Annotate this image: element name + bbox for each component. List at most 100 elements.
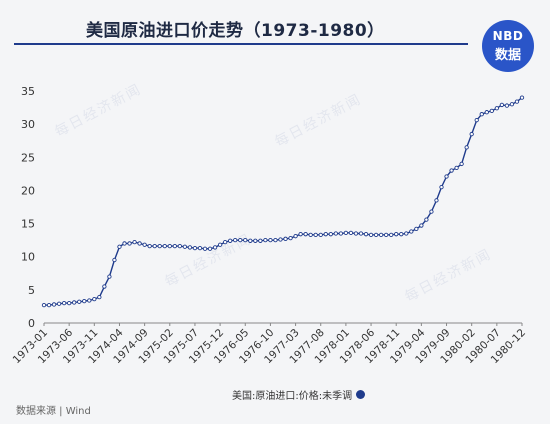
data-point[interactable]	[394, 232, 399, 237]
data-point[interactable]	[328, 232, 333, 237]
data-point[interactable]	[484, 110, 489, 115]
data-point[interactable]	[399, 232, 404, 237]
data-point[interactable]	[308, 232, 313, 237]
data-point[interactable]	[82, 298, 87, 304]
logo-text-nbd: NBD	[492, 29, 524, 43]
data-point[interactable]	[409, 229, 414, 234]
data-point[interactable]	[192, 245, 198, 251]
data-point[interactable]	[509, 102, 515, 107]
data-point[interactable]	[217, 242, 223, 247]
data-point[interactable]	[444, 174, 449, 179]
data-point[interactable]	[434, 198, 439, 203]
data-point[interactable]	[454, 165, 459, 171]
data-point[interactable]	[333, 231, 338, 236]
data-point[interactable]	[494, 106, 499, 111]
data-point[interactable]	[373, 232, 379, 237]
data-point[interactable]	[233, 237, 238, 243]
data-point[interactable]	[378, 232, 384, 237]
data-point[interactable]	[243, 237, 248, 243]
data-point[interactable]	[389, 232, 394, 237]
data-point[interactable]	[253, 238, 258, 243]
data-point[interactable]	[172, 243, 177, 249]
data-point[interactable]	[97, 294, 102, 300]
data-point[interactable]	[303, 232, 308, 237]
data-point[interactable]	[283, 236, 288, 241]
data-point[interactable]	[92, 296, 97, 302]
data-point[interactable]	[51, 302, 57, 307]
data-point[interactable]	[107, 274, 112, 279]
data-point[interactable]	[459, 161, 464, 167]
data-point[interactable]	[499, 102, 505, 108]
data-point[interactable]	[162, 243, 167, 249]
data-point[interactable]	[293, 234, 298, 239]
legend-label: 美国:原油进口:价格:未季调	[232, 391, 353, 402]
data-point[interactable]	[474, 118, 479, 123]
data-point[interactable]	[77, 299, 82, 304]
data-point[interactable]	[248, 238, 253, 243]
data-point[interactable]	[424, 217, 429, 222]
data-point[interactable]	[504, 103, 510, 108]
data-point[interactable]	[67, 300, 72, 306]
data-point[interactable]	[343, 230, 349, 236]
data-point[interactable]	[46, 302, 52, 308]
data-point[interactable]	[479, 112, 484, 117]
data-point[interactable]	[102, 284, 107, 289]
data-point[interactable]	[298, 232, 303, 237]
data-point[interactable]	[87, 298, 92, 303]
data-point[interactable]	[419, 223, 424, 228]
data-point[interactable]	[439, 184, 444, 190]
data-point[interactable]	[318, 232, 323, 237]
data-point[interactable]	[202, 246, 208, 251]
data-point[interactable]	[358, 231, 364, 236]
data-point[interactable]	[404, 231, 409, 236]
data-point[interactable]	[273, 237, 278, 243]
data-point[interactable]	[61, 300, 67, 306]
data-point[interactable]	[469, 131, 474, 137]
data-point[interactable]	[238, 237, 243, 243]
data-point[interactable]	[152, 243, 157, 249]
data-point[interactable]	[222, 239, 228, 245]
data-point[interactable]	[41, 302, 47, 308]
data-point[interactable]	[338, 231, 344, 236]
y-tick-label: 25	[21, 151, 35, 164]
data-point[interactable]	[268, 237, 273, 243]
data-point[interactable]	[348, 230, 354, 236]
data-point[interactable]	[353, 231, 359, 236]
data-point[interactable]	[429, 209, 434, 214]
data-point[interactable]	[519, 95, 525, 100]
data-point[interactable]	[278, 237, 283, 242]
data-point[interactable]	[368, 232, 374, 237]
data-point[interactable]	[228, 238, 233, 243]
data-point[interactable]	[363, 232, 369, 237]
data-point[interactable]	[464, 145, 469, 150]
data-point[interactable]	[514, 99, 520, 104]
data-point[interactable]	[56, 301, 62, 306]
data-point[interactable]	[212, 245, 218, 250]
data-point[interactable]	[449, 168, 454, 173]
data-point[interactable]	[137, 241, 142, 246]
data-point[interactable]	[147, 243, 152, 249]
data-point[interactable]	[117, 244, 122, 249]
data-point[interactable]	[112, 257, 117, 263]
data-point[interactable]	[258, 238, 263, 243]
chart-legend[interactable]: 美国:原油进口:价格:未季调	[232, 387, 366, 402]
data-point[interactable]	[132, 239, 137, 245]
data-point[interactable]	[288, 236, 293, 241]
data-point[interactable]	[207, 246, 213, 251]
data-point[interactable]	[122, 241, 127, 246]
data-point[interactable]	[197, 245, 203, 251]
data-point[interactable]	[414, 226, 419, 232]
data-point[interactable]	[157, 243, 162, 249]
data-point[interactable]	[177, 243, 183, 249]
data-point[interactable]	[323, 232, 328, 237]
data-point[interactable]	[182, 244, 188, 249]
data-point[interactable]	[142, 242, 147, 247]
data-point[interactable]	[72, 300, 77, 305]
data-point[interactable]	[489, 108, 494, 114]
data-point[interactable]	[263, 237, 268, 243]
data-point[interactable]	[167, 243, 172, 249]
data-point[interactable]	[383, 232, 389, 237]
data-point[interactable]	[187, 245, 193, 250]
data-point[interactable]	[313, 232, 318, 237]
data-point[interactable]	[127, 241, 132, 246]
